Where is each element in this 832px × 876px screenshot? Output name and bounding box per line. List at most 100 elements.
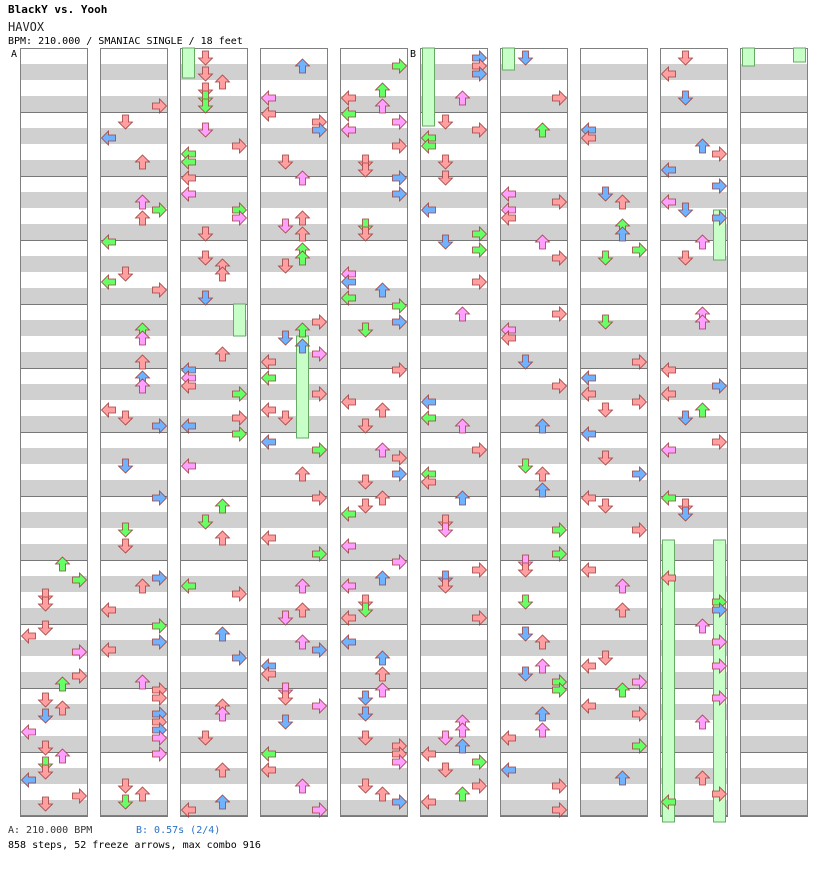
up-arrow-icon xyxy=(534,234,551,250)
down-arrow-icon xyxy=(597,498,614,514)
up-arrow-icon xyxy=(54,748,71,764)
chart-column xyxy=(420,48,488,817)
left-arrow-icon xyxy=(20,628,36,644)
left-arrow-icon xyxy=(500,762,516,778)
right-arrow-icon xyxy=(472,274,488,290)
up-arrow-icon xyxy=(294,338,311,354)
right-arrow-icon xyxy=(312,442,328,458)
down-arrow-icon xyxy=(117,114,134,130)
right-arrow-icon xyxy=(472,778,488,794)
left-arrow-icon xyxy=(260,354,276,370)
chart-title: BlackY vs. Yooh xyxy=(8,3,108,16)
marker-a: A xyxy=(11,49,17,60)
down-arrow-icon xyxy=(197,50,214,66)
up-arrow-icon xyxy=(534,466,551,482)
down-arrow-icon xyxy=(117,266,134,282)
left-arrow-icon xyxy=(260,530,276,546)
right-arrow-icon xyxy=(392,754,408,770)
down-arrow-icon xyxy=(357,154,374,170)
right-arrow-icon xyxy=(552,250,568,266)
left-arrow-icon xyxy=(260,746,276,762)
left-arrow-icon xyxy=(340,634,356,650)
down-arrow-icon xyxy=(437,570,454,586)
right-arrow-icon xyxy=(152,418,168,434)
left-arrow-icon xyxy=(180,186,196,202)
right-arrow-icon xyxy=(392,298,408,314)
right-arrow-icon xyxy=(712,178,728,194)
up-arrow-icon xyxy=(534,706,551,722)
up-arrow-icon xyxy=(374,650,391,666)
left-arrow-icon xyxy=(260,762,276,778)
right-arrow-icon xyxy=(552,306,568,322)
up-arrow-icon xyxy=(294,58,311,74)
up-arrow-icon xyxy=(534,722,551,738)
right-arrow-icon xyxy=(232,138,248,154)
freeze-arrow xyxy=(793,47,806,63)
down-arrow-icon xyxy=(277,330,294,346)
down-arrow-icon xyxy=(37,740,54,756)
freeze-arrow xyxy=(742,47,755,67)
left-arrow-icon xyxy=(660,490,676,506)
down-arrow-icon xyxy=(277,154,294,170)
left-arrow-icon xyxy=(340,122,356,138)
up-arrow-icon xyxy=(694,402,711,418)
left-arrow-icon xyxy=(660,442,676,458)
right-arrow-icon xyxy=(632,466,648,482)
down-arrow-icon xyxy=(597,186,614,202)
right-arrow-icon xyxy=(472,66,488,82)
left-arrow-icon xyxy=(500,730,516,746)
up-arrow-icon xyxy=(214,794,231,810)
right-arrow-icon xyxy=(232,210,248,226)
up-arrow-icon xyxy=(614,194,631,210)
right-arrow-icon xyxy=(712,634,728,650)
down-arrow-icon xyxy=(437,730,454,746)
left-arrow-icon xyxy=(20,772,36,788)
left-arrow-icon xyxy=(260,90,276,106)
right-arrow-icon xyxy=(232,426,248,442)
right-arrow-icon xyxy=(632,738,648,754)
right-arrow-icon xyxy=(392,114,408,130)
up-arrow-icon xyxy=(214,266,231,282)
stop-legend: B: 0.57s (2/4) xyxy=(136,825,221,836)
left-arrow-icon xyxy=(500,210,516,226)
up-arrow-icon xyxy=(374,570,391,586)
left-arrow-icon xyxy=(260,666,276,682)
up-arrow-icon xyxy=(294,778,311,794)
down-arrow-icon xyxy=(117,522,134,538)
left-arrow-icon xyxy=(580,698,596,714)
down-arrow-icon xyxy=(437,578,454,594)
right-arrow-icon xyxy=(312,122,328,138)
left-arrow-icon xyxy=(420,474,436,490)
down-arrow-icon xyxy=(517,458,534,474)
down-arrow-icon xyxy=(117,778,134,794)
down-arrow-icon xyxy=(597,450,614,466)
left-arrow-icon xyxy=(660,570,676,586)
chart-column xyxy=(500,48,568,817)
up-arrow-icon xyxy=(294,210,311,226)
down-arrow-icon xyxy=(37,708,54,724)
up-arrow-icon xyxy=(294,322,311,338)
down-arrow-icon xyxy=(357,602,374,618)
right-arrow-icon xyxy=(312,642,328,658)
down-arrow-icon xyxy=(437,762,454,778)
down-arrow-icon xyxy=(597,250,614,266)
right-arrow-icon xyxy=(232,410,248,426)
left-arrow-icon xyxy=(420,138,436,154)
right-arrow-icon xyxy=(712,146,728,162)
right-arrow-icon xyxy=(712,210,728,226)
down-arrow-icon xyxy=(37,620,54,636)
right-arrow-icon xyxy=(152,98,168,114)
left-arrow-icon xyxy=(260,370,276,386)
down-arrow-icon xyxy=(677,498,694,514)
right-arrow-icon xyxy=(232,586,248,602)
right-arrow-icon xyxy=(392,314,408,330)
chart-columns xyxy=(20,48,808,817)
up-arrow-icon xyxy=(694,314,711,330)
right-arrow-icon xyxy=(712,658,728,674)
right-arrow-icon xyxy=(392,466,408,482)
up-arrow-icon xyxy=(534,658,551,674)
left-arrow-icon xyxy=(180,170,196,186)
up-arrow-icon xyxy=(534,418,551,434)
left-arrow-icon xyxy=(660,794,676,810)
up-arrow-icon xyxy=(454,90,471,106)
